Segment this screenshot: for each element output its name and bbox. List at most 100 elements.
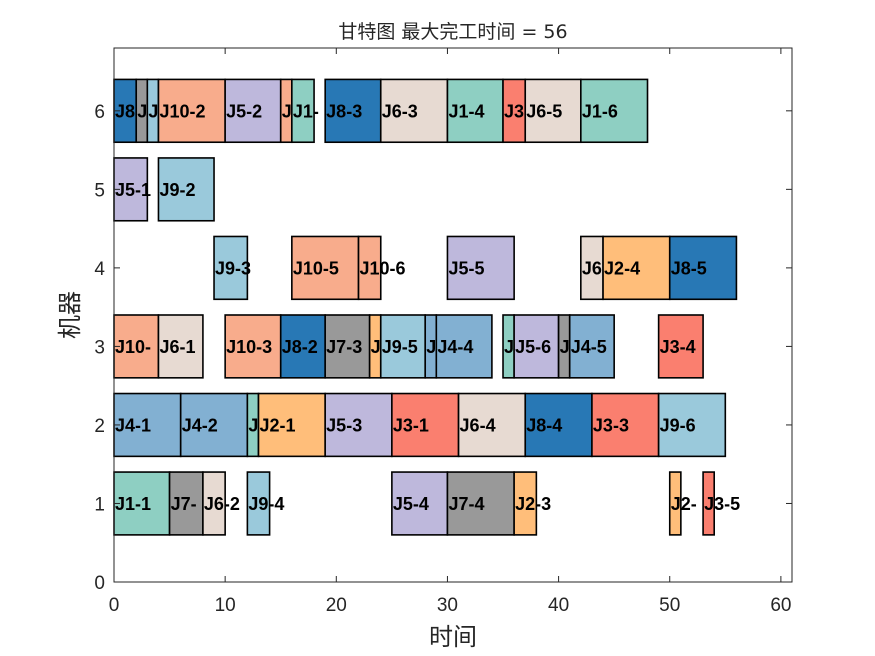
plot-border xyxy=(113,47,793,583)
x-tick-label-5: 50 xyxy=(659,595,680,616)
task-bar-j7--1 xyxy=(168,471,204,536)
task-bar-j7-4-5 xyxy=(446,471,515,536)
task-label-43: J xyxy=(137,101,147,121)
task-label-23: J7-3 xyxy=(326,337,362,357)
task-label-22: J8-2 xyxy=(282,337,318,357)
task-label-52: J3 xyxy=(504,101,524,121)
task-bar-j2--7 xyxy=(668,471,682,536)
task-bar-j10-3-21 xyxy=(224,314,282,379)
task-label-29: J5-6 xyxy=(515,337,551,357)
task-bar-j6-1-20 xyxy=(157,314,204,379)
task-label-27: J4-4 xyxy=(437,337,473,357)
task-label-36: J5-5 xyxy=(448,258,484,278)
y-tick-label-5: 5 xyxy=(94,180,105,201)
task-label-18: J9-6 xyxy=(660,415,696,435)
task-bar-j8-5-39 xyxy=(668,235,738,301)
task-bar-j3-5-8 xyxy=(702,471,715,536)
x-tick-label-3: 30 xyxy=(437,595,458,616)
task-label-37: J6 xyxy=(582,258,602,278)
task-bar-j2-4-38 xyxy=(602,235,671,301)
task-label-24: J xyxy=(371,337,381,357)
task-label-2: J6-2 xyxy=(204,494,240,514)
task-bar-j9-5-25 xyxy=(379,314,427,379)
task-label-7: J2- xyxy=(671,494,697,514)
task-label-19: J10- xyxy=(115,337,151,357)
task-label-41: J9-2 xyxy=(159,180,195,200)
x-tick-label-4: 40 xyxy=(548,595,569,616)
task-bar-j1--48 xyxy=(291,78,315,144)
task-label-49: J8-3 xyxy=(326,101,362,121)
task-label-48: J1- xyxy=(293,101,319,121)
x-tick-label-1: 10 xyxy=(215,595,236,616)
task-bar-j9-2-41 xyxy=(157,157,215,222)
task-bar-j9-6-18 xyxy=(657,392,727,458)
task-bar-j4-1-9 xyxy=(113,392,182,458)
task-label-53: J6-5 xyxy=(526,101,562,121)
task-label-51: J1-4 xyxy=(448,101,484,121)
task-label-33: J9-3 xyxy=(215,258,251,278)
task-bar-j5-4-4 xyxy=(391,471,449,536)
task-label-40: J5-1 xyxy=(115,180,151,200)
x-tick-label-0: 0 xyxy=(109,595,120,616)
task-bar-j4-4-27 xyxy=(435,314,493,379)
task-label-4: J5-4 xyxy=(393,494,429,514)
task-bar-j2-3-6 xyxy=(513,471,538,536)
task-bars: J1-1 J7- J6-2 J9-4 J5-4 J7-4 J2-3 J2- J3-5 J4-1 J4… xyxy=(113,78,740,536)
y-tick-label-2: 2 xyxy=(94,416,105,437)
task-label-5: J7-4 xyxy=(448,494,484,514)
task-bar-j1-6-54 xyxy=(580,78,649,144)
task-bar-j10-5-34 xyxy=(291,235,360,301)
task-bar-j10-6-35 xyxy=(357,235,382,301)
task-label-14: J3-1 xyxy=(393,415,429,435)
task-bar-j8-3-49 xyxy=(324,78,382,144)
task-label-42: J8 xyxy=(115,101,135,121)
task-label-10: J4-2 xyxy=(182,415,218,435)
x-axis-label: 时间 xyxy=(429,623,477,651)
task-bar-j2-1-12 xyxy=(257,392,326,458)
y-tick-label-4: 4 xyxy=(94,259,105,280)
y-axis-ticks: 0 1 2 3 4 5 6 xyxy=(94,102,792,594)
task-label-8: J3-5 xyxy=(704,494,740,514)
task-bar-j1-4-51 xyxy=(446,78,504,144)
task-bar-j10-2-45 xyxy=(157,78,226,144)
task-bar-j8-4-16 xyxy=(524,392,593,458)
task-label-21: J10-3 xyxy=(226,337,272,357)
task-label-39: J8-5 xyxy=(671,258,707,278)
task-label-25: J9-5 xyxy=(382,337,418,357)
task-bar-j4-5-31 xyxy=(568,314,615,379)
task-label-50: J6-3 xyxy=(382,101,418,121)
task-label-32: J3-4 xyxy=(660,337,696,357)
task-bar-j6-5-53 xyxy=(524,78,582,144)
x-tick-label-2: 20 xyxy=(326,595,347,616)
task-bar-j6-4-15 xyxy=(457,392,527,458)
task-label-16: J8-4 xyxy=(526,415,562,435)
y-tick-label-0: 0 xyxy=(94,573,105,594)
task-label-1: J7- xyxy=(171,494,197,514)
task-label-38: J2-4 xyxy=(604,258,640,278)
task-bar-j5-2-46 xyxy=(224,78,282,144)
task-label-3: J9-4 xyxy=(248,494,284,514)
task-label-28: J xyxy=(504,337,514,357)
task-label-0: J1-1 xyxy=(115,494,151,514)
task-label-15: J6-4 xyxy=(460,415,496,435)
x-tick-label-6: 60 xyxy=(770,595,791,616)
x-axis-ticks: 0 10 20 30 40 50 60 xyxy=(109,48,791,616)
y-tick-label-6: 6 xyxy=(94,102,105,123)
task-bar-j6-2-2 xyxy=(202,471,226,536)
task-label-17: J3-3 xyxy=(593,415,629,435)
task-label-13: J5-3 xyxy=(326,415,362,435)
task-label-31: J4-5 xyxy=(571,337,607,357)
task-bar-j6-3-50 xyxy=(379,78,449,144)
task-label-54: J1-6 xyxy=(582,101,618,121)
task-label-6: J2-3 xyxy=(515,494,551,514)
task-label-44: J xyxy=(148,101,158,121)
task-bar-j9-3-33 xyxy=(213,235,249,301)
task-bar-j7-3-23 xyxy=(324,314,371,379)
y-axis-label: 机器 xyxy=(56,291,84,339)
task-label-26: J xyxy=(426,337,436,357)
y-tick-label-3: 3 xyxy=(94,337,105,358)
task-bar-j3-1-14 xyxy=(391,392,460,458)
task-bar-j1-1-0 xyxy=(113,471,171,536)
task-label-11: J xyxy=(248,415,258,435)
